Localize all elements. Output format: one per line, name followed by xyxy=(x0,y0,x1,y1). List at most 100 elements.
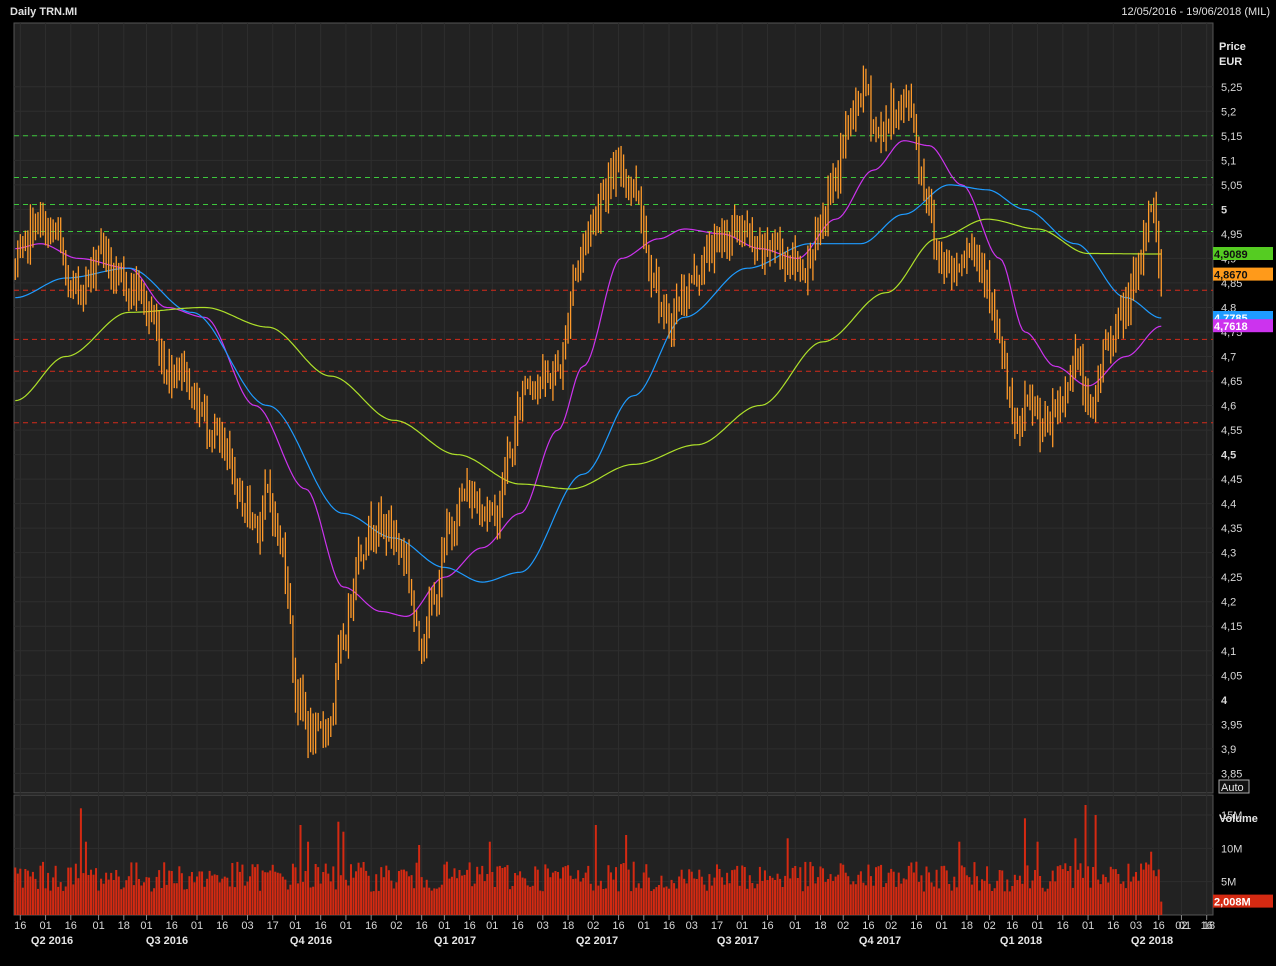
volume-bar xyxy=(511,886,514,915)
value-badge xyxy=(1213,247,1273,260)
volume-bar xyxy=(52,877,55,915)
volume-bar xyxy=(82,873,85,915)
volume-bar xyxy=(1132,876,1135,915)
volume-bar xyxy=(599,880,602,915)
volume-bar xyxy=(592,890,595,915)
volume-bar xyxy=(847,876,850,915)
volume-bar xyxy=(572,879,575,915)
price-tick-label: 4,7 xyxy=(1221,352,1236,364)
volume-bar xyxy=(72,884,75,915)
volume-bar xyxy=(612,879,615,915)
volume-bar xyxy=(102,883,105,915)
volume-bar xyxy=(625,835,628,915)
price-tick-label: 4,45 xyxy=(1221,474,1242,486)
auto-scale-button[interactable]: Auto xyxy=(1218,779,1250,794)
volume-bar xyxy=(100,878,103,915)
volume-bar xyxy=(372,891,375,915)
volume-bar xyxy=(880,864,883,915)
volume-bar xyxy=(862,882,865,915)
volume-bar xyxy=(526,885,529,915)
volume-bar xyxy=(266,872,269,915)
date-tick-label: 02 xyxy=(390,920,402,932)
volume-bar xyxy=(741,865,744,915)
volume-bar xyxy=(400,869,403,915)
volume-bar xyxy=(377,890,380,915)
volume-bar xyxy=(165,884,168,915)
volume-bar xyxy=(1094,815,1097,915)
date-tick-label: 01 xyxy=(438,920,450,932)
volume-bar xyxy=(49,890,52,915)
volume-bar xyxy=(584,872,587,915)
volume-bar xyxy=(695,879,698,915)
volume-bar xyxy=(993,888,996,915)
date-tick-label: 16 xyxy=(663,920,675,932)
volume-bar xyxy=(137,879,140,915)
volume-bar xyxy=(62,890,65,915)
volume-bar xyxy=(243,885,246,915)
volume-bar xyxy=(1129,881,1132,915)
volume-bar xyxy=(1026,865,1029,915)
volume-bar xyxy=(852,881,855,915)
volume-axis-title: Volume xyxy=(1219,813,1258,825)
volume-bar xyxy=(1044,891,1047,915)
volume-bar xyxy=(21,887,24,915)
volume-bar xyxy=(609,872,612,915)
date-tick-label: 01 xyxy=(140,920,152,932)
volume-bar xyxy=(693,878,696,915)
volume-bar xyxy=(1023,818,1026,915)
volume-bar xyxy=(329,881,332,915)
volume-bar xyxy=(822,868,825,915)
volume-bar xyxy=(839,863,842,915)
price-tick-label: 4,1 xyxy=(1221,646,1236,658)
volume-bar xyxy=(42,861,45,915)
volume-bar xyxy=(849,884,852,915)
volume-bar xyxy=(44,888,47,915)
volume-bar xyxy=(284,879,287,915)
date-tick-label: 01 xyxy=(340,920,352,932)
volume-bar xyxy=(347,885,350,915)
quarter-label: Q4 2017 xyxy=(859,935,901,947)
volume-bar xyxy=(392,888,395,915)
volume-bar xyxy=(473,883,476,915)
volume-bar xyxy=(178,866,181,915)
price-tick-label: 4,65 xyxy=(1221,376,1242,388)
volume-bar xyxy=(79,808,82,915)
volume-bar xyxy=(173,883,176,915)
price-tick-label: 4,2 xyxy=(1221,597,1236,609)
volume-bar xyxy=(14,867,17,915)
volume-bar xyxy=(743,867,746,915)
volume-bar xyxy=(1087,866,1090,915)
volume-bar xyxy=(574,878,577,915)
volume-bar xyxy=(1135,872,1138,915)
volume-bar xyxy=(678,876,681,915)
volume-bar xyxy=(728,883,731,915)
volume-bar xyxy=(208,870,211,915)
volume-bar xyxy=(218,882,221,915)
volume-bar xyxy=(736,865,739,915)
volume-bar xyxy=(481,865,484,915)
date-tick-label: 01 xyxy=(1082,920,1094,932)
volume-bar xyxy=(435,888,438,915)
volume-bar xyxy=(36,888,39,915)
volume-bar xyxy=(857,874,860,915)
volume-bar xyxy=(756,883,759,915)
volume-bar xyxy=(970,884,973,915)
volume-bar xyxy=(254,867,257,915)
volume-bar xyxy=(647,877,650,915)
volume-bar xyxy=(476,866,479,915)
volume-bar xyxy=(264,872,267,915)
volume-bar xyxy=(998,870,1001,915)
volume-tick-label: 10M xyxy=(1221,843,1242,855)
auto-scale-label[interactable]: Auto xyxy=(1221,782,1244,794)
volume-bar xyxy=(556,872,559,915)
volume-bar xyxy=(77,878,80,915)
price-panel[interactable] xyxy=(13,22,1214,794)
volume-bar xyxy=(905,879,908,915)
volume-bar xyxy=(148,877,151,915)
volume-bar xyxy=(269,870,272,915)
volume-bar xyxy=(1081,877,1085,915)
volume-bar xyxy=(844,872,847,915)
volume-bar xyxy=(54,865,57,915)
